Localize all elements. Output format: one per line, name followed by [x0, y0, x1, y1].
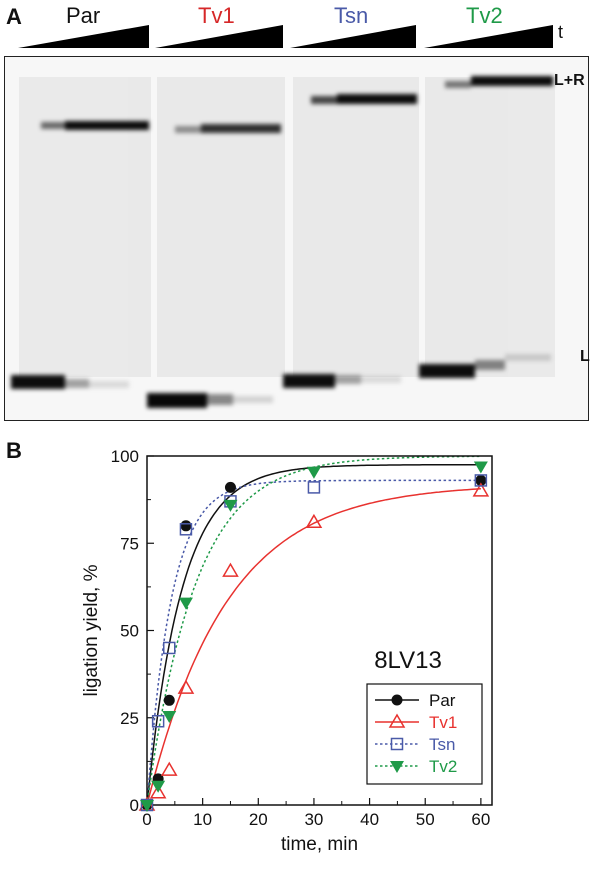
lane-label-tv1: Tv1 [198, 3, 235, 28]
point-tv2 [473, 461, 488, 474]
point-par [475, 474, 487, 486]
band-l-tv2-1 [419, 364, 475, 378]
lane-label-tsn: Tsn [334, 3, 369, 28]
panel-a-letter: A [6, 4, 22, 29]
band-lr-tv1-2 [201, 124, 281, 133]
fit-curve-tv1 [146, 487, 481, 806]
band-label-lr: L+R [554, 72, 585, 89]
point-par [224, 481, 236, 493]
plot-axes: 0 10 20 30 40 50 60 0 25 50 75 100 time, min ligation… [81, 447, 493, 855]
band-l-par-1 [11, 375, 65, 389]
lane-smear-tsn [293, 77, 419, 377]
fit-curve-tsn [146, 479, 481, 806]
time-wedges [18, 25, 553, 48]
legend-label-tv2: Tv2 [429, 757, 457, 776]
band-l-tv2-3 [505, 354, 551, 361]
lane-smear-tv2 [425, 77, 555, 377]
point-tv2 [178, 597, 193, 610]
band-lr-tsn-2 [337, 94, 417, 104]
gel-bands [11, 76, 555, 408]
point-tv1 [472, 482, 490, 497]
legend: Par Tv1 Tsn Tv2 [366, 683, 483, 785]
y-tick-label: 0 [130, 796, 139, 815]
x-tick-label: 30 [304, 810, 323, 829]
x-tick-label: 50 [416, 810, 435, 829]
x-tick-label: 0 [142, 810, 151, 829]
band-l-tsn-3 [361, 376, 401, 383]
band-l-tv2-2 [475, 360, 505, 370]
band-lr-par-2 [65, 121, 149, 130]
band-lr-tsn-1 [311, 96, 337, 104]
time-wedge-tv1 [155, 25, 283, 48]
point-tv2 [223, 499, 238, 512]
legend-label-tv1: Tv1 [429, 713, 457, 732]
point-tsn [307, 481, 321, 494]
legend-marker-par [391, 694, 403, 706]
band-lr-tv2-1 [445, 81, 471, 88]
point-par [163, 694, 175, 706]
legend-label-par: Par [429, 691, 456, 710]
legend-marker-tv1 [388, 713, 406, 728]
point-tv2 [151, 780, 166, 793]
band-lr-tv1-1 [175, 126, 201, 133]
point-tsn [474, 474, 488, 487]
y-axis-label: ligation yield, % [81, 564, 102, 696]
band-l-tsn-2 [335, 375, 361, 384]
y-tick-label: 75 [120, 534, 139, 553]
x-tick-label: 10 [193, 810, 212, 829]
legend-box [366, 683, 483, 785]
lane-label-tv2: Tv2 [466, 3, 503, 28]
x-axis-label: time, min [281, 834, 358, 855]
panel-annotation: 8LV13 [374, 647, 442, 674]
time-wedge-par [18, 25, 149, 48]
band-l-tv1-3 [233, 396, 273, 403]
band-lr-par-1 [41, 122, 65, 129]
time-symbol: t [558, 22, 564, 42]
point-par [180, 520, 192, 532]
point-tv2 [162, 711, 177, 724]
time-wedge-tsn [290, 25, 416, 48]
point-tv1 [305, 513, 323, 529]
point-tv1 [149, 784, 167, 799]
point-tsn [151, 714, 165, 728]
gel-image [4, 56, 589, 421]
band-l-tv1-2 [207, 394, 233, 405]
point-tv2 [140, 800, 154, 812]
point-tsn [163, 641, 176, 655]
time-wedge-tv2 [424, 25, 553, 48]
legend-marker-tsn [390, 737, 404, 751]
lane-smear-tv1 [157, 77, 285, 377]
band-l-tsn-1 [283, 374, 335, 388]
y-tick-label: 100 [111, 447, 139, 466]
legend-label-tsn: Tsn [429, 735, 455, 754]
band-label-l: L [580, 348, 590, 365]
y-tick-label: 25 [120, 709, 139, 728]
point-tv1 [177, 679, 195, 694]
point-tv2 [306, 466, 321, 479]
point-tv1 [160, 761, 178, 776]
point-tsn [179, 523, 193, 536]
band-l-par-3 [89, 381, 129, 388]
data-markers [138, 461, 490, 812]
point-tv1 [222, 562, 239, 577]
ligation-chart: 0 10 20 30 40 50 60 0 25 50 75 100 time, min ligation… [81, 447, 493, 855]
x-tick-label: 20 [249, 810, 268, 829]
legend-marker-tv2 [390, 761, 404, 773]
lane-label-par: Par [66, 3, 101, 28]
x-tick-label: 60 [471, 810, 490, 829]
x-tick-label: 40 [360, 810, 379, 829]
band-lr-tv2-2 [471, 76, 553, 86]
band-l-tv1-1 [147, 393, 207, 408]
y-tick-label: 50 [120, 622, 139, 641]
panel-b-letter: B [6, 438, 22, 463]
band-l-par-2 [65, 379, 89, 388]
